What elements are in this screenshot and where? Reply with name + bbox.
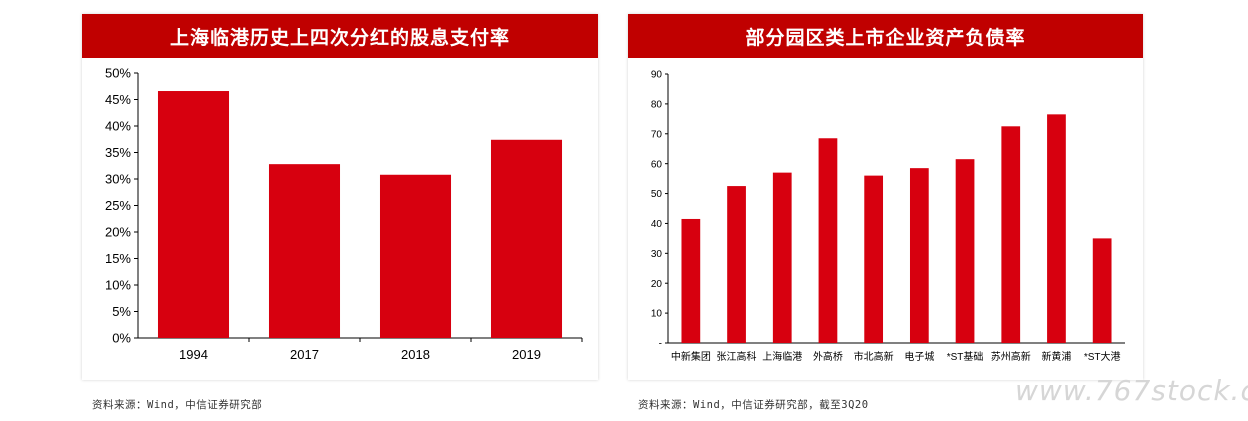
y-tick-label: 35% [105,145,131,160]
bar [818,138,838,343]
x-tick-label: 中新集团 [671,350,711,363]
x-tick-label: 苏州高新 [991,350,1031,363]
source-note-debt: 资料来源：Wind，中信证券研究部，截至3Q20 [638,399,869,411]
x-tick-label: 电子城 [904,350,934,363]
y-tick-label: 30 [651,249,663,260]
y-tick-label: 10 [651,309,663,320]
y-tick-label: 40% [105,119,131,134]
y-tick-label: 90 [651,70,663,81]
bar [490,139,563,338]
dividend-chart: 0% 5% 10% 15% 20% 25% 30% 35% 40% 45% 50% 1994 2017 2… [105,66,583,362]
y-tick-label: 60 [651,159,663,170]
source-note-dividend: 资料来源：Wind，中信证券研究部 [92,399,263,411]
chart-title-dividend: 上海临港历史上四次分红的股息支付率 [82,14,598,58]
x-tick-label: 张江高科 [717,350,757,363]
chart-title-debt: 部分园区类上市企业资产负债率 [628,14,1143,58]
bar [727,186,746,343]
bar [379,174,452,338]
y-tick-label: 40 [651,219,663,230]
y-tick-label: 15% [105,251,131,266]
y-tick-label: 70 [651,129,663,140]
debt-ratio-chart: - 10 20 30 40 50 60 70 80 90 中新集团 张江高科 上海临港 外高桥 市北高新 电子… [651,70,1125,363]
y-tick-label: 25% [105,198,131,213]
y-tick-label: 80 [651,99,663,110]
x-tick-label: 新黄浦 [1041,350,1071,363]
x-tick-label: *ST基础 [947,350,984,363]
y-tick-label: 30% [105,172,131,187]
y-tick-label: 45% [105,92,131,107]
x-tick-label: 市北高新 [854,350,894,363]
bar [1092,238,1112,343]
y-tick-label: 5% [112,304,131,319]
bar [864,175,884,343]
x-tick-label: 2018 [401,347,430,362]
bar [268,164,341,338]
y-tick-label: 50 [651,189,663,200]
bar [955,159,975,343]
y-tick-label: - [659,339,662,350]
bar [1001,126,1021,343]
x-tick-label: 2019 [512,347,541,362]
bar [157,91,230,339]
chart-panel-dividend: 上海临港历史上四次分红的股息支付率 0% 5% 10% 15% 20% 25% 30% 35%… [82,14,598,380]
x-tick-label: 1994 [179,347,208,362]
bar [1047,114,1066,343]
bar [909,168,929,343]
x-tick-label: 外高桥 [813,350,843,363]
y-tick-label: 20% [105,225,131,240]
watermark: www.767stock.com [1015,374,1248,407]
bar [681,218,701,343]
x-tick-label: 上海临港 [762,350,802,363]
y-tick-label: 10% [105,278,131,293]
x-tick-label: *ST大港 [1084,350,1121,363]
y-tick-label: 0% [112,331,131,346]
chart-panel-debt: 部分园区类上市企业资产负债率 - 10 20 30 40 50 60 70 80 90 中新集团 张江… [628,14,1143,380]
bar [772,172,792,343]
x-tick-label: 2017 [290,347,319,362]
y-tick-label: 20 [651,279,663,290]
y-tick-label: 50% [105,66,131,81]
